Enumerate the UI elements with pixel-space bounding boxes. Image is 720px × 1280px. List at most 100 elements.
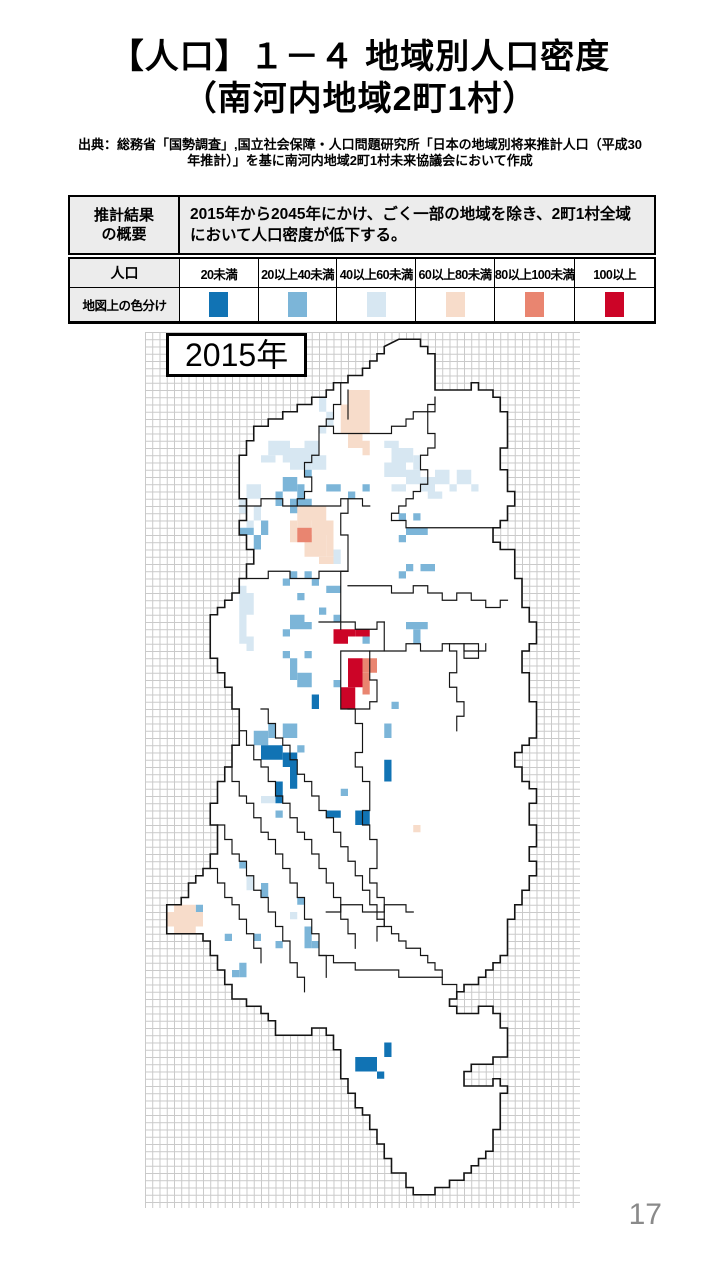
density-cell: [398, 513, 406, 521]
density-cell: [290, 912, 298, 920]
density-cell: [311, 941, 319, 949]
density-cell: [282, 477, 298, 492]
density-cell: [297, 672, 312, 688]
legend-swatch-cell: [337, 288, 417, 321]
page-title-line2: （南河内地域2町1村）: [182, 80, 538, 118]
legend-category-label: 80以上100未満: [494, 259, 576, 288]
density-cell: [420, 564, 435, 572]
density-cell: [355, 1057, 377, 1072]
density-cell: [275, 941, 283, 949]
density-cell: [413, 825, 421, 833]
municipal-boundary: [325, 904, 414, 913]
density-cell: [362, 440, 370, 456]
region-landmass: [166, 339, 537, 1195]
density-cell: [290, 767, 298, 789]
source-line2: 年推計）」を基に南河内地域2町1村未来協議会において作成: [187, 153, 533, 168]
municipal-boundary: [347, 708, 385, 942]
legend-swatch-cell: [494, 288, 576, 321]
legend-swatch: [366, 292, 386, 317]
density-cell: [246, 875, 254, 891]
legend-swatch-cell: [258, 288, 338, 321]
density-cell: [340, 419, 370, 434]
municipal-boundary: [216, 824, 306, 993]
region-outline: [165, 338, 538, 1196]
density-cell: [290, 658, 298, 680]
density-cell: [311, 578, 319, 586]
page-number: 17: [628, 1198, 662, 1231]
municipal-boundary: [209, 867, 262, 964]
density-cell: [239, 861, 247, 869]
density-cell: [275, 810, 283, 818]
density-cell: [290, 462, 312, 470]
municipal-boundary: [369, 643, 487, 652]
density-cell: [195, 904, 203, 912]
density-cell: [239, 585, 247, 644]
density-cell: [282, 723, 298, 738]
density-cell: [261, 520, 269, 535]
density-cell: [246, 484, 261, 499]
density-cell: [253, 933, 261, 941]
municipal-boundary: [260, 708, 378, 920]
density-cell: [398, 571, 406, 579]
legend-swatch: [525, 292, 545, 317]
density-cell: [275, 796, 283, 804]
density-cell: [406, 564, 414, 572]
density-cell: [297, 484, 305, 499]
municipal-boundary: [390, 396, 436, 522]
density-cell: [333, 629, 356, 637]
density-cell: [311, 455, 327, 470]
density-cell: [413, 629, 421, 644]
summary-header-line2: の概要: [101, 226, 147, 243]
density-cell: [435, 469, 450, 485]
legend-swatch-cell: [180, 288, 259, 321]
density-cell: [166, 912, 203, 927]
density-cell: [326, 484, 341, 492]
density-cell: [391, 701, 399, 709]
density-cell: [391, 448, 414, 463]
legend-swatch-cell: [416, 288, 495, 321]
legend-category-label: 40以上60未満: [337, 259, 417, 288]
density-cell: [384, 723, 392, 738]
density-cell: [348, 390, 370, 405]
density-cell: [253, 535, 261, 550]
legend-category-label: 20以上40未満: [258, 259, 338, 288]
density-cell: [297, 506, 327, 521]
municipal-boundary: [318, 954, 465, 993]
density-cell: [304, 440, 319, 456]
density-cell: [275, 781, 283, 796]
density-cell: [290, 571, 298, 579]
density-cell: [297, 897, 305, 905]
density-cell: [406, 622, 428, 630]
density-cell: [304, 926, 312, 949]
density-cell: [333, 680, 341, 688]
legend-category-label: 100以上: [575, 259, 654, 288]
density-cell: [362, 672, 370, 695]
density-cell: [290, 520, 298, 543]
municipal-boundary: [463, 643, 480, 659]
page-title: 【人口】１－４ 地域別人口密度 （南河内地域2町1村）: [0, 36, 720, 120]
density-cell: [297, 745, 305, 753]
density-cell: [326, 585, 341, 593]
density-cell: [239, 527, 254, 535]
density-cell: [319, 556, 334, 564]
density-cell: [304, 622, 312, 630]
density-cell: [311, 694, 319, 709]
density-cell: [232, 970, 240, 978]
source-line1: 出典：総務省「国勢調査」,国立社会保障・人口問題研究所「日本の地域別将来推計人口…: [77, 137, 643, 152]
density-cell: [268, 723, 276, 738]
municipal-boundary: [347, 585, 509, 609]
legend-swatch: [288, 292, 308, 317]
density-cell: [384, 440, 399, 448]
density-cell: [471, 484, 479, 492]
municipal-boundary: [390, 519, 501, 529]
density-cell: [348, 658, 363, 688]
density-cell: [427, 491, 443, 499]
density-cell: [224, 933, 232, 941]
legend-swatch: [605, 292, 625, 317]
legend-category-label: 60以上80未満: [416, 259, 495, 288]
density-cell: [297, 520, 312, 528]
density-cell: [319, 607, 327, 615]
density-cell: [340, 788, 348, 796]
density-cell: [253, 730, 269, 746]
